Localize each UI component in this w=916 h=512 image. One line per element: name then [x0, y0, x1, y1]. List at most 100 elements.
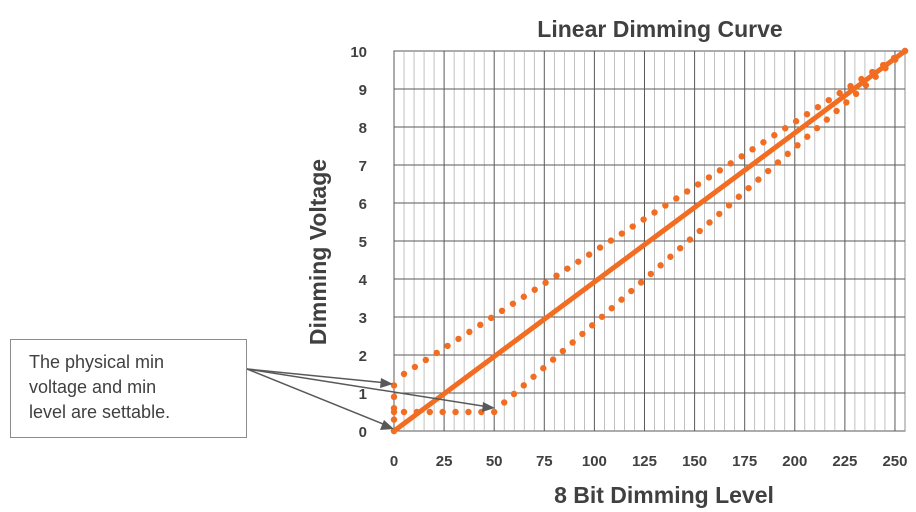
series-dotted-point-1 — [705, 174, 713, 181]
series-dotted-point-1 — [836, 89, 843, 97]
callout-arrow-origin — [246, 368, 389, 427]
series-dotted-point-2 — [813, 124, 821, 132]
series-dotted-point-1 — [607, 237, 615, 244]
series-dotted-point-1 — [869, 68, 876, 76]
series-dotted-point-1 — [390, 382, 398, 389]
series-dotted-point-1 — [847, 82, 854, 90]
series-dotted-point-1 — [531, 286, 538, 293]
series-dotted-point-2 — [696, 227, 703, 235]
series-dotted-point-1 — [596, 244, 604, 251]
series-dotted-point-2 — [501, 399, 508, 406]
series-dotted-point-2 — [755, 176, 762, 183]
series-dotted-point-1 — [575, 258, 582, 265]
series-dotted-point-2 — [862, 82, 870, 89]
series-dotted-point-2 — [530, 373, 537, 380]
series-dotted-point-2 — [579, 330, 586, 338]
x-tick-label: 200 — [782, 453, 807, 470]
series-dotted-point-2 — [833, 107, 840, 115]
y-tick-label: 7 — [359, 158, 367, 175]
series-dotted-point-1 — [455, 335, 462, 343]
series-dotted-point-2 — [667, 253, 674, 260]
series-dotted-point-2 — [540, 365, 547, 372]
series-dotted-point-2 — [390, 408, 398, 416]
callout-arrow-voltage — [246, 368, 388, 384]
series-dotted-point-2 — [559, 347, 567, 355]
callout-arrows — [246, 368, 495, 430]
series-dotted-point-1 — [564, 265, 571, 272]
series-dotted-point-2 — [426, 408, 433, 416]
series-dotted-point-1 — [716, 167, 724, 174]
y-tick-label: 4 — [359, 272, 368, 289]
series-dotted-point-1 — [825, 96, 832, 104]
series-dotted-point-2 — [882, 64, 889, 72]
series-dotted-point-2 — [452, 408, 459, 416]
y-tick-label: 10 — [350, 44, 367, 61]
x-tick-label: 150 — [682, 453, 707, 470]
series-dotted-point-2 — [784, 150, 791, 158]
series-dotted-point-1 — [390, 416, 398, 423]
series-dotted-point-2 — [892, 56, 899, 63]
annotation-callout: The physical min voltage and min level a… — [10, 339, 247, 438]
series-linear-line — [391, 48, 908, 434]
series-dotted-point-2 — [549, 356, 557, 363]
series-dotted-point-2 — [657, 262, 664, 269]
callout-arrowhead-voltage — [380, 378, 393, 388]
series-dotted-point-1 — [760, 139, 767, 146]
series-dotted-point-1 — [553, 272, 560, 279]
series-dotted-point-2 — [647, 270, 655, 278]
series-dotted-point-2 — [618, 296, 625, 303]
series-dotted-point-1 — [782, 125, 789, 132]
series-dotted-point-1 — [727, 160, 734, 167]
series-dotted-point-1 — [694, 181, 702, 188]
series-dotted-point-2 — [716, 210, 723, 218]
series-dotted-point-2 — [490, 408, 498, 416]
series-dotted-point-2 — [465, 408, 472, 416]
series-dotted-point-1 — [487, 314, 495, 322]
series-dotted-point-1 — [411, 363, 419, 371]
series-dotted-point-1 — [640, 216, 647, 223]
series-dotted-point-1 — [662, 202, 669, 209]
series-dotted-point-1 — [803, 110, 811, 118]
series-dotted-point-2 — [390, 427, 398, 435]
y-tick-label: 0 — [359, 424, 367, 441]
y-tick-label: 1 — [359, 386, 367, 403]
y-tick-label: 6 — [359, 196, 367, 213]
series-dotted-point-1 — [542, 279, 549, 286]
y-axis-label: Dimming Voltage — [305, 159, 331, 345]
y-tick-label: 5 — [359, 234, 367, 251]
x-tick-label: 225 — [832, 453, 857, 470]
series-dotted-point-1 — [433, 349, 440, 357]
series-dotted-point-2 — [637, 279, 645, 286]
series-dotted-point-1 — [618, 230, 626, 237]
series-dotted-point-1 — [390, 393, 398, 400]
series-dotted-point-2 — [901, 47, 909, 55]
series-dotted-point-1 — [444, 342, 451, 350]
y-axis-ticks: 0 1 2 3 4 5 6 7 8 9 10 — [350, 44, 367, 441]
series-dotted-point-2 — [400, 408, 408, 416]
series-dotted-point-1 — [422, 356, 430, 364]
y-tick-label: 9 — [359, 82, 367, 99]
series-dotted-point-1 — [585, 251, 593, 258]
series-dotted-point-1 — [749, 146, 756, 153]
series-dotted-point-2 — [852, 90, 860, 98]
callout-arrowhead-level — [482, 402, 495, 412]
series-dotted-point-2 — [439, 408, 446, 416]
series-dotted-point-2 — [872, 73, 879, 80]
series-dotted-point-2 — [520, 382, 527, 389]
x-tick-label: 25 — [436, 453, 453, 470]
chart-title: Linear Dimming Curve — [537, 16, 782, 42]
series-dotted-point-1 — [629, 223, 636, 230]
series-dotted-point-2 — [843, 99, 850, 106]
series-dotted-point-2 — [686, 236, 694, 243]
series-dotted-point-2 — [745, 184, 752, 192]
series-dotted-point-2 — [608, 304, 615, 312]
series-dotted-point-1 — [683, 188, 691, 195]
series-dotted-point-1 — [520, 293, 528, 300]
callout-line-1: The physical min — [29, 352, 165, 372]
series-dotted-point-1 — [771, 132, 778, 139]
series-dotted-point-1 — [792, 118, 800, 125]
series-dotted-point-2 — [413, 408, 421, 416]
callout-arrowhead-origin — [380, 420, 394, 430]
series-dotted-point-2 — [628, 287, 635, 295]
